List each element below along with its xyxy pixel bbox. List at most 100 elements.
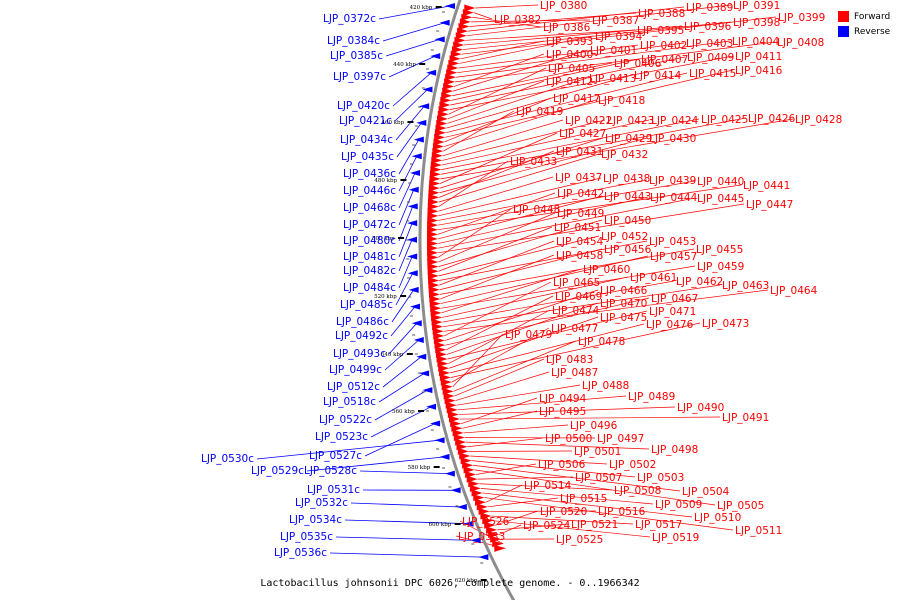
forward-gene-label: LJP_0388 (638, 8, 685, 20)
forward-gene-label: LJP_0387 (592, 15, 639, 27)
forward-gene-label: LJP_0403 (686, 38, 733, 50)
forward-gene-label: LJP_0467 (651, 293, 698, 305)
forward-gene-arrow (427, 258, 439, 266)
forward-gene-arrow (431, 313, 443, 321)
forward-connector (456, 384, 581, 406)
forward-connector (438, 235, 600, 277)
forward-connector (443, 110, 515, 152)
forward-gene-arrow (432, 327, 444, 335)
forward-gene-label: LJP_0501 (574, 446, 621, 458)
forward-gene-label: LJP_0487 (551, 367, 598, 379)
forward-gene-label: LJP_0422 (565, 115, 612, 127)
forward-gene-label: LJP_0437 (555, 172, 602, 184)
reverse-gene-label: LJP_0421c (339, 115, 392, 127)
reverse-connector (395, 273, 414, 306)
forward-connector (440, 255, 649, 304)
forward-gene-arrow (427, 226, 439, 234)
forward-gene-label: LJP_0426 (748, 113, 796, 125)
forward-connector (445, 297, 650, 346)
forward-gene-label: LJP_0524 (523, 520, 571, 532)
forward-gene-label: LJP_0508 (614, 485, 661, 497)
forward-gene-arrow (446, 69, 458, 77)
forward-connector (439, 248, 695, 295)
forward-gene-label: LJP_0517 (635, 519, 682, 531)
forward-gene-label: LJP_0380 (540, 0, 587, 12)
forward-gene-arrow (427, 235, 439, 243)
forward-gene-label: LJP_0500 (545, 433, 592, 445)
reverse-gene-label: LJP_0436c (343, 168, 396, 180)
forward-gene-arrow (429, 175, 441, 183)
forward-connector (447, 80, 545, 120)
reverse-gene-label: LJP_0512c (327, 381, 380, 393)
reverse-gene-label: LJP_0435c (341, 151, 394, 163)
forward-gene-label: LJP_0514 (524, 480, 572, 492)
reverse-gene-arrow (407, 253, 418, 260)
forward-gene-arrow (433, 332, 445, 340)
forward-connector (448, 309, 551, 364)
tick-label: 580 kbp (408, 465, 431, 471)
forward-gene-arrow (427, 240, 439, 248)
forward-gene-arrow (427, 230, 439, 238)
forward-connector (440, 117, 747, 175)
reverse-gene-label: LJP_0518c (323, 396, 376, 408)
forward-gene-label: LJP_0452 (601, 231, 648, 243)
tick-label: 500 kbp (372, 236, 395, 242)
forward-gene-arrow (430, 304, 442, 312)
forward-gene-label: LJP_0418 (598, 95, 645, 107)
forward-connector (438, 177, 602, 217)
reverse-gene-arrow (434, 36, 445, 43)
forward-connector (465, 29, 636, 41)
reverse-gene-arrow (426, 403, 437, 410)
reverse-gene-label: LJP_0434c (340, 134, 393, 146)
strand-legend: Forward Reverse (838, 9, 890, 39)
reverse-gene-arrow (478, 554, 489, 561)
forward-connector (443, 99, 597, 147)
forward-connector (437, 195, 603, 240)
forward-connector (438, 179, 648, 221)
reverse-connector (306, 456, 445, 472)
reverse-connector (390, 306, 416, 337)
forward-gene-arrow (451, 46, 463, 54)
gene-labels: LJP_0372c LJP_0384c LJP_0385c LJP_0397c LJP_… (201, 0, 842, 559)
forward-gene-arrow (432, 323, 444, 331)
reverse-gene-arrow (430, 53, 441, 60)
forward-gene-label: LJP_0488 (582, 380, 629, 392)
forward-connector (441, 276, 629, 318)
forward-gene-label: LJP_0473 (702, 318, 749, 330)
forward-connector (485, 484, 523, 503)
forward-gene-arrow (457, 27, 469, 35)
forward-gene-arrow (428, 193, 440, 201)
forward-connector (446, 302, 599, 355)
forward-gene-arrow (449, 55, 461, 63)
forward-gene-label: LJP_0520 (540, 506, 587, 518)
forward-connector (455, 371, 550, 401)
forward-connector (457, 42, 685, 74)
forward-connector (438, 153, 600, 203)
forward-gene-arrow (434, 133, 446, 141)
reverse-connector (359, 470, 450, 474)
forward-connector (452, 62, 613, 97)
reverse-gene-arrow (413, 337, 424, 343)
forward-connector (474, 469, 716, 506)
forward-connector (457, 395, 627, 411)
forward-connector (449, 316, 599, 369)
forward-gene-arrow (444, 78, 456, 86)
forward-connector (437, 196, 649, 244)
forward-connector (493, 520, 651, 538)
reverse-connector (398, 239, 413, 272)
reverse-gene-label: LJP_0529c (251, 465, 304, 477)
forward-connector (438, 212, 556, 263)
forward-connector (473, 12, 493, 20)
forward-gene-arrow (428, 281, 440, 289)
forward-connector (459, 416, 721, 420)
reverse-connector (388, 323, 418, 355)
forward-connector (476, 463, 537, 475)
forward-connector (473, 464, 681, 492)
forward-connector (438, 226, 553, 272)
reverse-gene-arrow (416, 353, 427, 360)
forward-gene-arrow (429, 295, 441, 303)
reverse-connector (385, 39, 440, 57)
reverse-gene-arrow (411, 320, 422, 327)
reverse-gene-label: LJP_0484c (343, 282, 396, 294)
